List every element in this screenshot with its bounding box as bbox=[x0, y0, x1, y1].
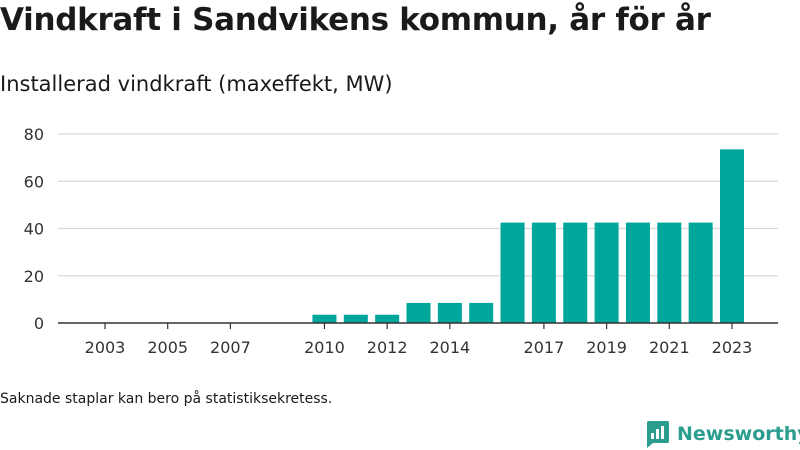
bar-chart: 0 20 40 60 80 2003 2005 2007 2010 2012 2014 2017 201… bbox=[24, 125, 778, 357]
bar-2015 bbox=[469, 302, 494, 323]
bar-2023 bbox=[720, 149, 744, 323]
y-tick-label-80: 80 bbox=[24, 125, 44, 144]
y-tick-label-0: 0 bbox=[34, 314, 44, 333]
bar-2016 bbox=[500, 222, 525, 323]
chart-subtitle: Installerad vindkraft (maxeffekt, MW) bbox=[0, 72, 393, 96]
x-tick-label-2003: 2003 bbox=[85, 338, 126, 357]
bar-2011 bbox=[343, 314, 368, 323]
x-tick-label-2014: 2014 bbox=[429, 338, 470, 357]
bar-2020 bbox=[625, 222, 650, 323]
bar-2021 bbox=[657, 222, 682, 323]
bar-2013 bbox=[406, 302, 431, 323]
x-tick-label-2007: 2007 bbox=[210, 338, 251, 357]
newsworthy-logo-icon bbox=[647, 421, 669, 448]
footnote: Saknade staplar kan bero på statistiksek… bbox=[0, 391, 333, 407]
newsworthy-brand[interactable]: Newsworthy bbox=[644, 420, 800, 448]
x-tick-label-2023: 2023 bbox=[712, 338, 753, 357]
x-tick-label-2019: 2019 bbox=[586, 338, 627, 357]
bar-2012 bbox=[375, 314, 400, 323]
y-tick-label-20: 20 bbox=[24, 267, 44, 286]
x-tick-label-2010: 2010 bbox=[304, 338, 345, 357]
x-tick-label-2005: 2005 bbox=[147, 338, 188, 357]
y-tick-label-40: 40 bbox=[24, 220, 44, 239]
x-tick-label-2012: 2012 bbox=[367, 338, 408, 357]
brand-name: Newsworthy bbox=[677, 423, 800, 445]
bar-2017 bbox=[531, 222, 556, 323]
x-tick-label-2021: 2021 bbox=[649, 338, 690, 357]
x-tick-label-2017: 2017 bbox=[524, 338, 565, 357]
bar-2014 bbox=[437, 302, 462, 323]
y-tick-label-60: 60 bbox=[24, 172, 44, 191]
bar-2010 bbox=[312, 314, 337, 323]
bar-2018 bbox=[563, 222, 588, 323]
bar-2019 bbox=[594, 222, 619, 323]
chart-title: Vindkraft i Sandvikens kommun, år för år bbox=[0, 2, 711, 38]
bar-2022 bbox=[688, 222, 713, 323]
